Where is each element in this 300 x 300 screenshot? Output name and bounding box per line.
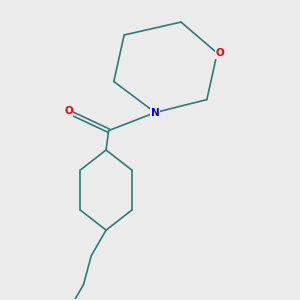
- Text: O: O: [215, 48, 224, 58]
- Text: N: N: [151, 107, 160, 118]
- Text: O: O: [64, 106, 73, 116]
